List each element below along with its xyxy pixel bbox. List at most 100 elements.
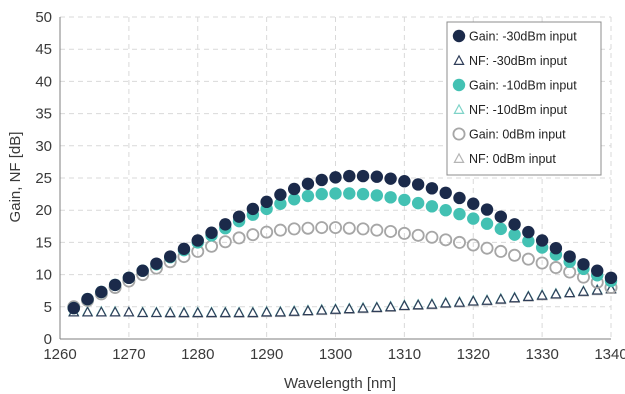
data-series — [67, 169, 618, 318]
data-point — [508, 248, 522, 262]
data-point — [81, 292, 94, 306]
data-point — [274, 188, 287, 201]
data-point — [67, 301, 80, 315]
data-point — [315, 173, 328, 187]
data-point — [260, 225, 274, 239]
y-tick-label: 20 — [35, 202, 52, 219]
data-point — [522, 290, 534, 302]
data-point — [494, 244, 508, 258]
series-4 — [67, 221, 618, 314]
legend-label: NF: -30dBm input — [469, 54, 567, 68]
legend-marker — [452, 78, 466, 92]
legend-label: Gain: 0dBm input — [469, 128, 566, 142]
axes — [59, 17, 611, 340]
data-point — [564, 286, 576, 298]
data-point — [260, 195, 273, 209]
data-point — [233, 306, 245, 318]
y-tick-label: 35 — [35, 106, 52, 123]
data-point — [550, 288, 562, 299]
data-point — [150, 257, 163, 270]
data-point — [453, 191, 466, 205]
data-point — [205, 306, 218, 318]
data-point — [343, 187, 356, 200]
legend: Gain: -30dBm input NF: -30dBm input Gain: … — [446, 21, 602, 176]
data-point — [357, 302, 369, 313]
data-point — [577, 258, 590, 271]
data-point — [356, 169, 370, 183]
x-axis-label: Wavelength [nm] — [284, 375, 396, 392]
data-point — [466, 238, 480, 252]
data-point — [370, 189, 384, 202]
y-axis-ticks: 0 5 10 15 20 25 30 35 40 45 50 — [35, 9, 52, 348]
data-point — [398, 193, 411, 207]
y-axis-label: Gain, NF [dB] — [7, 132, 24, 223]
x-tick-label: 1320 — [457, 346, 490, 363]
data-point — [425, 182, 439, 195]
data-point — [178, 306, 190, 318]
legend-label: NF: -10dBm input — [469, 103, 567, 117]
data-point — [549, 261, 563, 275]
data-point — [246, 202, 260, 216]
data-point — [177, 242, 191, 256]
legend-marker — [453, 103, 465, 115]
data-point — [219, 306, 231, 318]
legend-label: Gain: -10dBm input — [469, 79, 577, 93]
x-tick-label: 1330 — [525, 346, 558, 363]
y-tick-label: 40 — [35, 73, 52, 90]
legend-label: NF: 0dBm input — [469, 152, 556, 166]
data-point — [522, 225, 535, 239]
data-point — [440, 297, 452, 308]
data-point — [109, 306, 121, 317]
data-point — [342, 221, 356, 235]
data-point — [274, 197, 287, 210]
x-axis-ticks: 1260 1270 1280 1290 1300 1310 1320 1330 1340 — [43, 346, 625, 363]
data-point — [481, 294, 493, 305]
data-point — [591, 264, 604, 277]
data-point — [122, 271, 136, 285]
x-tick-label: 1270 — [112, 346, 145, 363]
data-point — [274, 306, 287, 317]
data-point — [95, 306, 107, 317]
data-point — [508, 228, 521, 241]
data-point — [246, 228, 260, 242]
data-point — [301, 177, 315, 190]
data-point — [384, 191, 397, 204]
y-tick-label: 45 — [35, 41, 52, 58]
data-point — [164, 306, 176, 318]
data-point — [480, 203, 494, 216]
data-point — [247, 306, 259, 318]
data-point — [371, 301, 383, 312]
data-point — [452, 235, 466, 249]
data-point — [604, 271, 618, 285]
y-tick-label: 30 — [35, 138, 52, 155]
data-point — [439, 204, 452, 217]
data-point — [563, 250, 576, 263]
data-point — [192, 306, 204, 318]
series-0 — [67, 169, 618, 315]
data-point — [370, 170, 384, 183]
legend-label: Gain: -30dBm input — [469, 30, 577, 44]
data-point — [218, 235, 232, 249]
data-point — [315, 187, 328, 201]
data-point — [425, 230, 439, 244]
data-point — [467, 197, 480, 210]
legend-marker — [453, 54, 465, 66]
data-point — [108, 278, 122, 292]
data-point — [494, 210, 507, 223]
data-point — [549, 241, 563, 255]
y-tick-label: 50 — [35, 9, 52, 26]
data-point — [356, 187, 370, 201]
x-tick-label: 1290 — [250, 346, 283, 363]
data-point — [467, 295, 479, 306]
data-point — [577, 285, 590, 296]
data-point — [521, 252, 535, 266]
data-point — [301, 221, 315, 235]
y-tick-label: 25 — [35, 170, 52, 187]
data-point — [522, 234, 535, 248]
legend-box — [446, 21, 602, 176]
y-tick-label: 10 — [35, 267, 52, 284]
data-point — [329, 303, 342, 314]
data-point — [191, 234, 204, 247]
data-point — [370, 223, 384, 237]
